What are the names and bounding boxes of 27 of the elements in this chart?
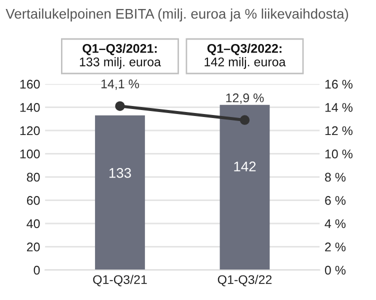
y2-tick-label: 4 % [324,219,346,228]
y2-tick-label: 8 % [325,172,346,182]
y-tick-label: 140 [20,103,40,112]
x-tick-label: Q1-Q3/22 [218,274,272,286]
y-tick-label: 60 [26,196,40,205]
data-label: 14,1 % [101,80,139,90]
data-label: 142 [234,162,256,172]
y-tick-label: 100 [20,150,40,158]
x-tick-label: Q1-Q3/21 [93,274,147,286]
text: Q1–Q3/2021: 133 milj. euroa [80,44,161,69]
text: Q1–Q3/2022: 142 milj. euroa [204,44,286,69]
y-tick-label: 80 [26,172,40,182]
y-tick-label: 120 [20,126,40,136]
data-label: 12,9 % [226,93,264,104]
y2-tick-label: 0 % [324,266,346,275]
y-tick-label: 40 [26,219,40,228]
y2-tick-label: 12 % [325,126,353,136]
y-tick-label: 0 [34,266,40,275]
y2-tick-label: 10 % [325,150,353,158]
y2-tick-label: 6 % [325,196,346,205]
y-tick-label: 160 [20,80,40,89]
y2-tick-label: 16 % [325,80,353,89]
y-tick-label: 20 [26,242,40,252]
y2-tick-label: 14 % [325,103,353,112]
y2-tick-label: 2 % [325,242,346,252]
chart-title: Vertailukelpoinen EBITA (milj. euroa ja % liikevaihdosta) [6,8,348,22]
data-label: 133 [109,168,131,178]
